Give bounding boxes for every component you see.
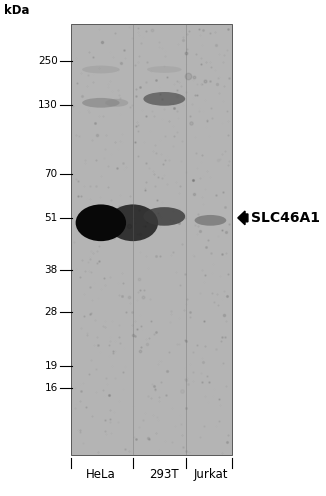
Ellipse shape	[82, 65, 120, 73]
FancyArrow shape	[238, 211, 248, 225]
Ellipse shape	[105, 99, 128, 107]
Bar	[71, 24, 232, 455]
Text: 70: 70	[44, 169, 58, 179]
Text: 51: 51	[44, 213, 58, 223]
Text: kDa: kDa	[4, 4, 30, 17]
Text: 130: 130	[38, 100, 58, 110]
Text: 38: 38	[44, 265, 58, 275]
Ellipse shape	[147, 66, 182, 73]
Text: SLC46A1: SLC46A1	[251, 211, 320, 225]
Text: 293T: 293T	[150, 468, 179, 481]
Text: 19: 19	[44, 361, 58, 372]
Text: Jurkat: Jurkat	[193, 468, 228, 481]
Ellipse shape	[108, 204, 158, 241]
Text: 250: 250	[38, 56, 58, 66]
Ellipse shape	[195, 215, 226, 226]
Ellipse shape	[143, 207, 185, 226]
Text: 28: 28	[44, 308, 58, 317]
Ellipse shape	[82, 98, 120, 108]
Text: 16: 16	[44, 383, 58, 393]
Text: HeLa: HeLa	[86, 468, 116, 481]
Ellipse shape	[76, 204, 126, 241]
Ellipse shape	[143, 92, 185, 106]
